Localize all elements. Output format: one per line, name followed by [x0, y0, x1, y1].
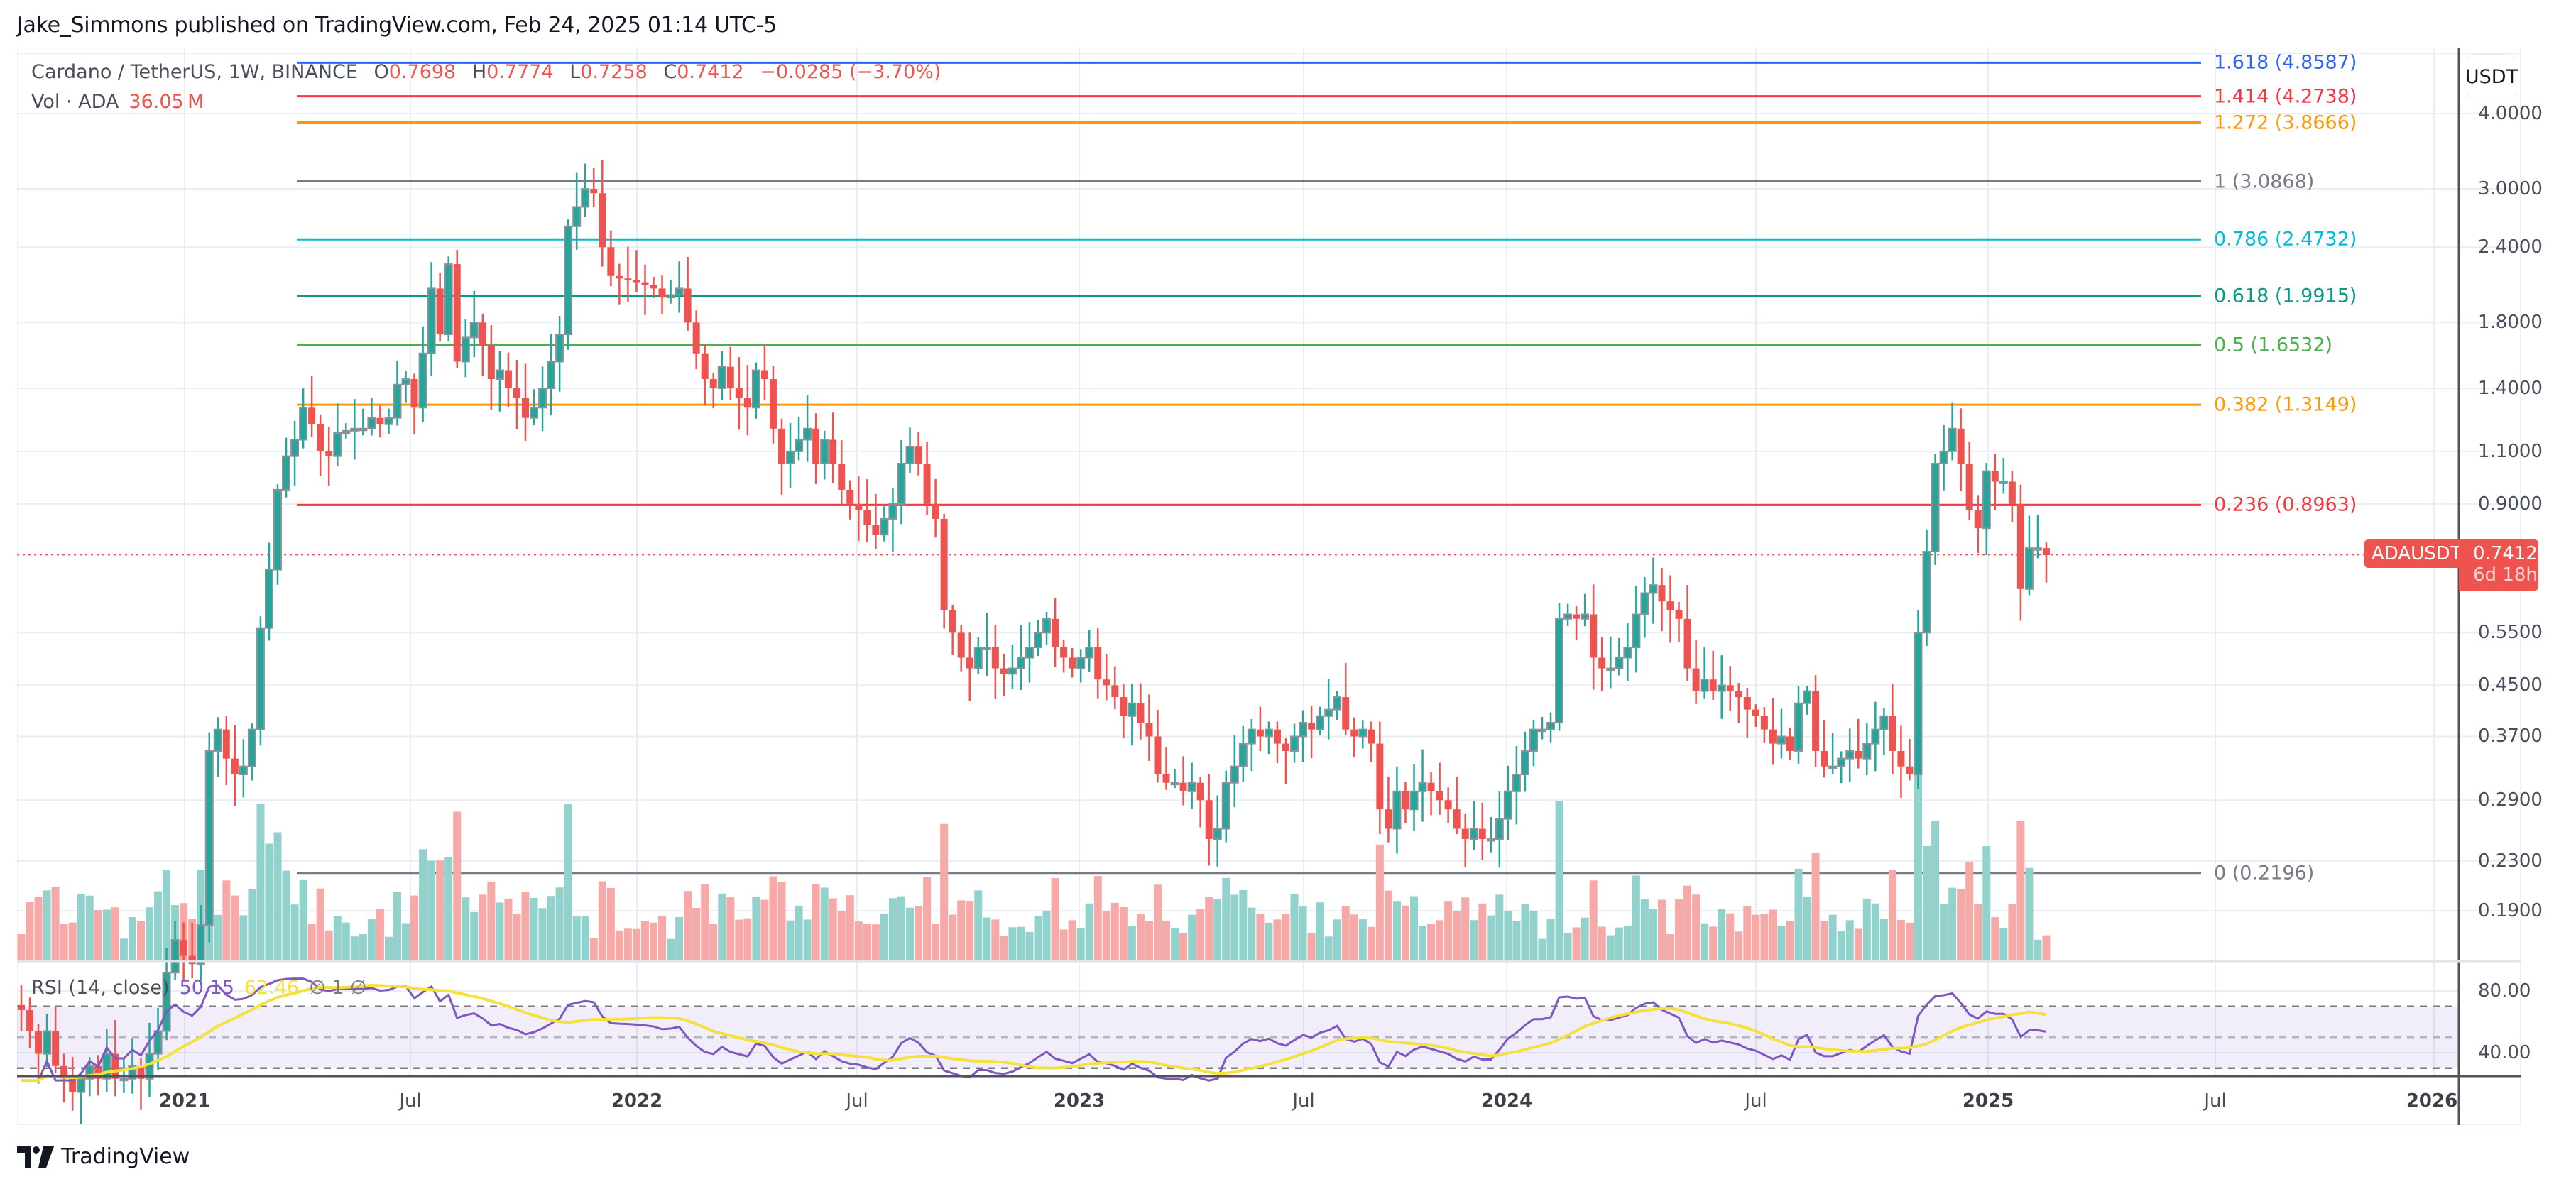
symbol-legend[interactable]: Cardano / TetherUS, 1W, BINANCE O0.7698 …: [31, 61, 942, 83]
price-tick: 1.8000: [2478, 312, 2543, 334]
tradingview-logo-icon: [17, 1146, 54, 1168]
price-tick: 0.5500: [2478, 622, 2543, 644]
rsi-band: [17, 1005, 2459, 1069]
time-label: 2022: [611, 1090, 663, 1112]
price-tick: 0.4500: [2478, 674, 2543, 696]
time-label: 2021: [158, 1090, 211, 1112]
price-tick: 1.4000: [2478, 377, 2543, 399]
volume-legend[interactable]: Vol · ADA 36.05 M: [31, 91, 204, 113]
current-price: 0.7412: [2473, 543, 2538, 564]
fib-label-0: 0 (0.2196): [2214, 862, 2315, 884]
time-label: 2023: [1053, 1090, 1106, 1112]
time-label: Jul: [399, 1090, 422, 1112]
rsi-tick: 40.00: [2478, 1042, 2531, 1063]
rsi-label: RSI (14, close): [31, 977, 170, 999]
time-label: Jul: [2204, 1090, 2227, 1112]
time-label: Jul: [1292, 1090, 1315, 1112]
symbol-name: Cardano / TetherUS, 1W, BINANCE: [31, 61, 358, 83]
price-tick: 3.0000: [2478, 178, 2543, 200]
price-tick: 1.1000: [2478, 440, 2543, 462]
rsi-indicator: [21, 977, 2047, 1083]
volume-value: 36.05 M: [129, 91, 204, 113]
grid-lines: [17, 48, 2521, 1076]
fib-label-0-786: 0.786 (2.4732): [2214, 228, 2357, 251]
rsi-tick: 80.00: [2478, 980, 2531, 1002]
currency-button[interactable]: USDT: [2465, 54, 2518, 99]
publisher-line: Jake_Simmons published on TradingView.co…: [17, 13, 777, 38]
price-tick: 2.4000: [2478, 236, 2543, 258]
volume-bars: [17, 775, 2051, 960]
time-label: Jul: [1745, 1090, 1767, 1112]
time-label: 2026: [2406, 1090, 2458, 1112]
price-tick: 0.2900: [2478, 789, 2543, 811]
price-tick: 0.3700: [2478, 725, 2543, 747]
fib-label-0-382: 0.382 (1.3149): [2214, 393, 2357, 416]
price-tick: 0.2300: [2478, 850, 2543, 872]
current-price-tag: 0.7412 6d 18h: [2459, 539, 2538, 591]
time-label: Jul: [846, 1090, 868, 1112]
volume-label: Vol · ADA: [31, 91, 119, 113]
close-value: 0.7412: [677, 61, 744, 83]
ticker-tag: ADAUSDT: [2364, 539, 2469, 568]
price-tick: 0.1900: [2478, 900, 2543, 922]
fib-label-1: 1 (3.0868): [2214, 170, 2315, 193]
fib-label-1-272: 1.272 (3.8666): [2214, 111, 2357, 133]
rsi-extra: ∅ 1 ∅: [309, 977, 367, 999]
brand-name: TradingView: [61, 1144, 190, 1169]
candlesticks: [18, 160, 2050, 1124]
price-tick: 0.9000: [2478, 493, 2543, 515]
fib-label-1-414: 1.414 (4.2738): [2214, 85, 2357, 108]
fib-label-0-5: 0.5 (1.6532): [2214, 334, 2333, 356]
axes-lines: [17, 48, 2521, 1125]
fib-label-0-236: 0.236 (0.8963): [2214, 493, 2357, 516]
fibonacci-retracement: [17, 61, 2459, 875]
rsi-value: 50.15: [179, 977, 234, 999]
low-value: 0.7258: [580, 61, 648, 83]
rsi-ma-value: 62.46: [244, 977, 300, 999]
open-value: 0.7698: [388, 61, 457, 83]
fib-label-0-618: 0.618 (1.9915): [2214, 285, 2357, 307]
tradingview-logo[interactable]: TradingView: [17, 1144, 190, 1169]
high-value: 0.7774: [486, 61, 554, 83]
time-label: 2025: [1962, 1090, 2014, 1112]
change-value: −0.0285 (−3.70%): [760, 61, 942, 83]
bar-countdown: 6d 18h: [2473, 564, 2538, 586]
rsi-legend[interactable]: RSI (14, close) 50.15 62.46 ∅ 1 ∅: [31, 977, 367, 999]
time-label: 2024: [1480, 1090, 1533, 1112]
price-tick: 4.0000: [2478, 103, 2543, 124]
fib-label-1-618: 1.618 (4.8587): [2214, 51, 2357, 74]
